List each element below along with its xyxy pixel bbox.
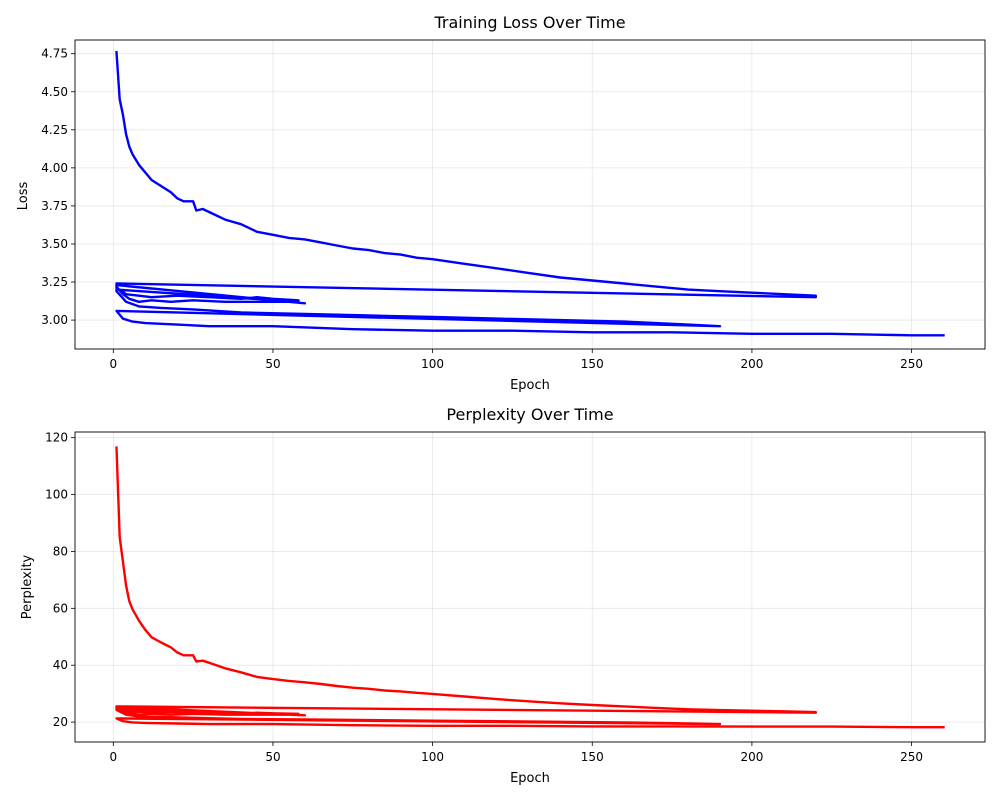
loss-y-tick-label: 4.75 [41, 47, 68, 61]
loss-plot-xlabel: Epoch [510, 378, 550, 393]
loss-series-line [115, 50, 945, 337]
loss-y-tick-label: 3.50 [41, 237, 68, 251]
perplexity-plot-title: Perplexity Over Time [446, 405, 613, 424]
perplexity-y-tick-label: 120 [45, 431, 68, 445]
loss-x-tick-label: 0 [109, 357, 117, 371]
perplexity-plot-xlabel: Epoch [510, 771, 550, 786]
perplexity-y-tick-label: 20 [53, 715, 68, 729]
loss-plot: Training Loss Over Time Epoch Loss 0 50 10… [16, 13, 986, 393]
loss-y-tick-label: 3.25 [41, 275, 68, 289]
loss-y-tick-label: 4.25 [41, 123, 68, 137]
loss-y-tick-label: 4.50 [41, 85, 68, 99]
perplexity-plot-ylabel: Perplexity [20, 554, 35, 619]
loss-grid [75, 40, 985, 349]
loss-axes-frame [74, 39, 986, 350]
loss-x-tick-label: 100 [421, 357, 444, 371]
loss-x-tick-label: 150 [581, 357, 604, 371]
perplexity-plot: Perplexity Over Time Epoch Perplexity 0 5… [20, 405, 986, 786]
perplexity-grid [75, 432, 985, 742]
perplexity-x-tick-label: 250 [900, 750, 923, 764]
perplexity-series-line [115, 446, 945, 729]
perplexity-y-tick-label: 80 [53, 544, 68, 558]
perplexity-axes-frame [74, 431, 986, 743]
perplexity-x-tick-label: 200 [740, 750, 763, 764]
loss-x-tick-label: 200 [740, 357, 763, 371]
loss-y-tick-label: 3.00 [41, 313, 68, 327]
perplexity-x-tick-label: 50 [265, 750, 280, 764]
perplexity-x-tick-label: 150 [581, 750, 604, 764]
loss-plot-ylabel: Loss [16, 182, 31, 211]
loss-y-tick-label: 3.75 [41, 199, 68, 213]
perplexity-x-tick-label: 100 [421, 750, 444, 764]
loss-x-tick-label: 50 [265, 357, 280, 371]
loss-x-tick-label: 250 [900, 357, 923, 371]
loss-y-tick-label: 4.00 [41, 161, 68, 175]
perplexity-y-tick-label: 60 [53, 601, 68, 615]
perplexity-y-tick-label: 100 [45, 488, 68, 502]
perplexity-x-tick-label: 0 [109, 750, 117, 764]
perplexity-y-tick-label: 40 [53, 658, 68, 672]
loss-plot-title: Training Loss Over Time [433, 13, 625, 32]
